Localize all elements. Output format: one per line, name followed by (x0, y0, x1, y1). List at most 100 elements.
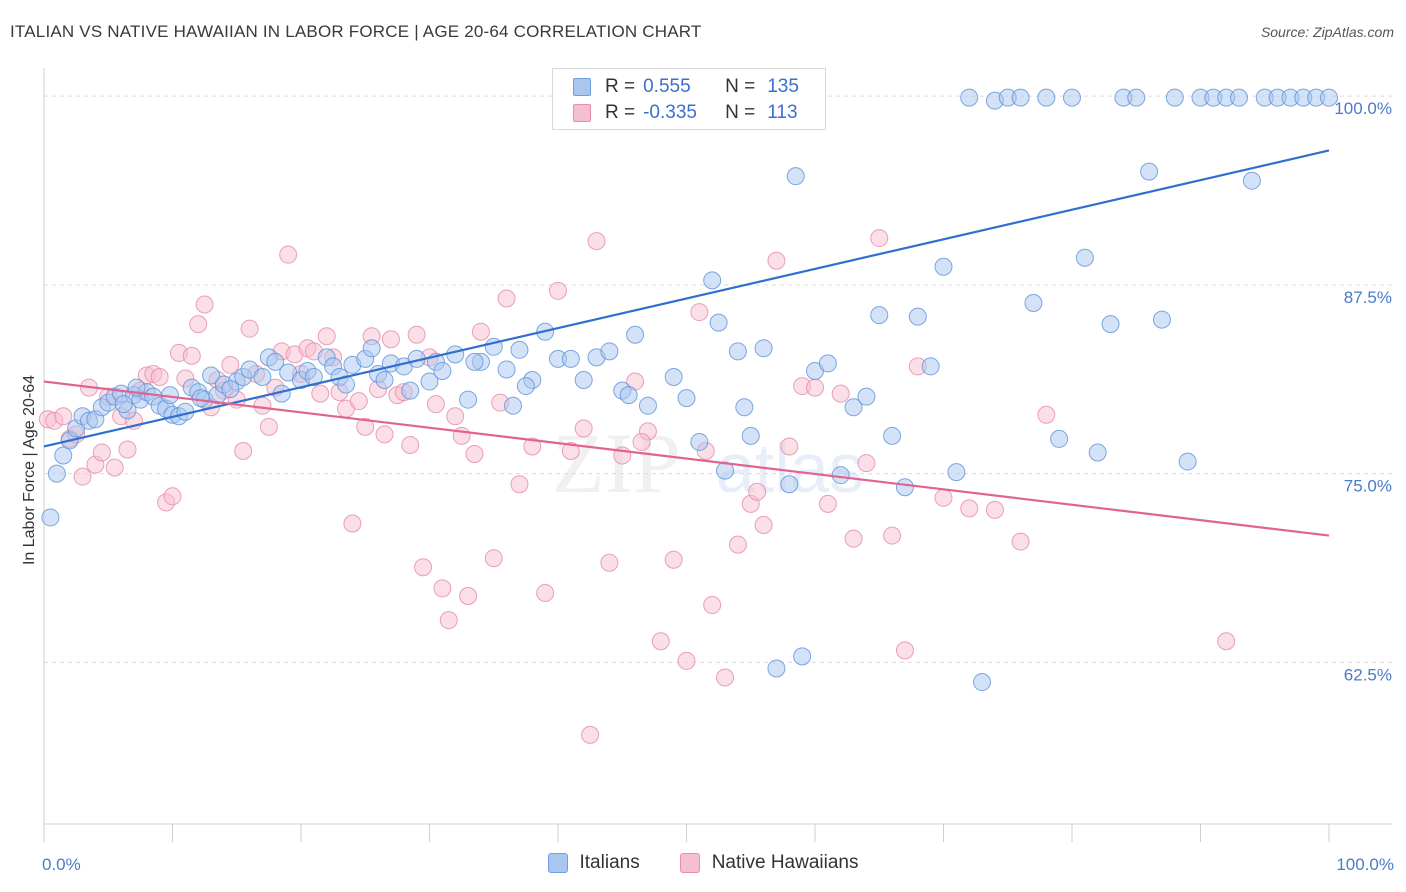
italian-point (728, 342, 747, 361)
hawaiian-point (279, 245, 298, 264)
italian-point (1037, 88, 1056, 107)
hawaiians-trend-line (43, 380, 1330, 537)
italian-point (1230, 88, 1249, 107)
series-legend: Italians Native Hawaiians (0, 852, 1406, 874)
italian-point (1050, 429, 1069, 448)
italian-point (754, 339, 773, 358)
hawaiian-point (163, 487, 182, 506)
hawaiian-point (780, 437, 799, 456)
hawaiian-point (446, 407, 465, 426)
hawaiian-point (960, 499, 979, 518)
hawaiian-point (549, 281, 567, 300)
italian-point (266, 352, 285, 371)
hawaiian-point (54, 407, 73, 426)
legend-row-hawaiians: R = -0.335 N = 113 (573, 101, 798, 125)
italian-point (1101, 315, 1120, 334)
italian-point (1178, 452, 1197, 471)
italian-point (735, 398, 754, 417)
legend-row-italians: R = 0.555 N = 135 (573, 75, 799, 99)
hawaiian-point (632, 432, 651, 451)
legend-item-hawaiians[interactable]: Native Hawaiians (679, 852, 859, 874)
hawaiian-point (883, 526, 902, 545)
hawaiian-point (221, 355, 240, 374)
italian-point (221, 380, 240, 399)
italian-point (516, 377, 535, 396)
italian-point (947, 463, 966, 482)
hawaiian-point (857, 454, 876, 473)
italian-point (960, 88, 979, 107)
italian-point (191, 389, 210, 408)
italian-point (510, 340, 529, 359)
italian-point (709, 313, 728, 332)
hawaiian-point (105, 458, 124, 477)
italian-point (420, 372, 439, 391)
legend-r-label: R = (605, 102, 636, 123)
hawaiian-point (1037, 405, 1056, 424)
legend-swatch-italians (573, 78, 591, 96)
italian-point (1075, 248, 1094, 267)
hawaiian-point (985, 500, 1004, 519)
italian-point (362, 339, 381, 358)
watermark: ZIP atlas (552, 415, 864, 511)
italian-point (459, 390, 478, 409)
hawaiian-point (150, 368, 169, 387)
hawaiian-point (728, 535, 747, 554)
legend-label-italians: Italians (579, 852, 640, 873)
hawaiian-point (581, 725, 600, 744)
italian-point (446, 345, 465, 364)
chart-title: ITALIAN VS NATIVE HAWAIIAN IN LABOR FORC… (10, 22, 702, 41)
hawaiian-point (574, 419, 593, 438)
italian-point (1242, 171, 1261, 190)
italian-point (818, 354, 837, 373)
hawaiian-point (484, 549, 503, 568)
italian-point (934, 257, 953, 276)
italian-point (375, 371, 394, 390)
italian-point (54, 446, 73, 465)
italian-point (973, 673, 992, 692)
tick-labels: 62.5% 75.0% 87.5% 100.0% (1334, 99, 1392, 684)
hawaiian-point (934, 488, 953, 507)
hawaiian-point (317, 327, 336, 346)
legend-item-italians[interactable]: Italians (547, 852, 640, 874)
hawaiian-point (523, 437, 542, 456)
hawaiian-point (439, 611, 458, 630)
hawaiian-point (510, 475, 529, 494)
italian-point (1165, 88, 1184, 107)
italian-point (831, 466, 850, 485)
hawaiian-point (356, 417, 375, 436)
hawaiian-point (240, 319, 259, 338)
italian-point (780, 475, 799, 494)
italian-point (908, 307, 927, 326)
italian-point (497, 360, 516, 379)
hawaiian-point (465, 445, 484, 464)
y-tick-label: 100.0% (1334, 99, 1392, 118)
hawaiian-point (677, 651, 696, 670)
hawaiian-point (1217, 632, 1236, 651)
hawaiian-point (754, 515, 773, 534)
hawaiian-point (433, 579, 452, 598)
y-tick-label: 87.5% (1344, 288, 1392, 307)
italian-point (304, 368, 323, 387)
italian-point (1320, 88, 1338, 107)
italians-points (41, 88, 1338, 692)
legend-n-label: N = (725, 102, 756, 123)
italian-point (1152, 310, 1171, 329)
hawaiian-point (664, 550, 683, 569)
hawaiian-point (259, 417, 278, 436)
legend-r-value: 0.555 (643, 76, 691, 97)
italian-point (883, 426, 902, 445)
italian-point (793, 647, 812, 666)
italian-point (786, 167, 805, 186)
italians-trend-line (43, 149, 1330, 448)
y-tick-label: 62.5% (1344, 665, 1392, 684)
watermark-zip: ZIP (552, 415, 681, 511)
hawaiian-point (381, 330, 400, 349)
trend-lines (43, 149, 1330, 537)
italian-point (1063, 88, 1081, 107)
hawaiian-point (407, 325, 426, 344)
swatch-hawaiians (679, 853, 700, 873)
italian-point (1011, 88, 1030, 107)
hawaiian-point (401, 435, 420, 454)
legend-n-value: 113 (767, 102, 798, 123)
